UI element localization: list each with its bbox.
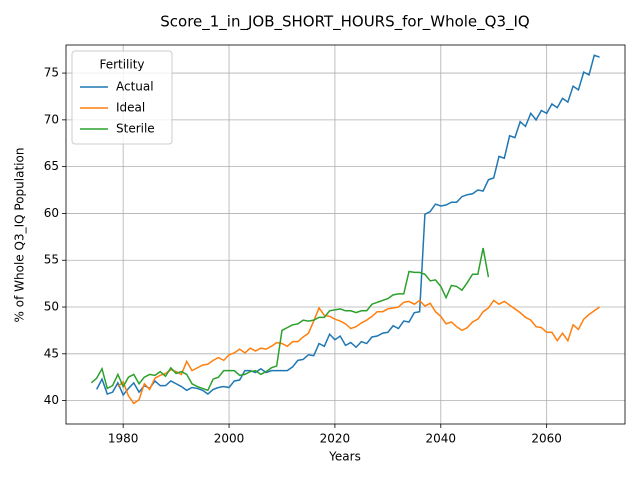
axes-frame — [65, 44, 626, 425]
line-series — [96, 54, 600, 397]
x-tick-label: 2060 — [531, 432, 562, 446]
line-series — [117, 299, 601, 405]
y-tick-label: 65 — [44, 159, 59, 173]
y-tick-label: 75 — [44, 66, 59, 80]
legend-label: Actual — [116, 80, 154, 94]
x-tick-label: 2000 — [214, 432, 245, 446]
y-tick-label: 50 — [44, 300, 59, 314]
y-tick-label: 45 — [44, 346, 59, 360]
y-tick-label: 40 — [44, 393, 59, 407]
y-tick-label: 70 — [44, 112, 59, 126]
y-tick-label: 55 — [44, 253, 59, 267]
chart-title: Score_1_in_JOB_SHORT_HOURS_for_Whole_Q3_… — [160, 13, 529, 32]
x-tick-label: 2040 — [426, 432, 457, 446]
legend-box — [71, 50, 173, 145]
y-tick-label: 60 — [44, 206, 59, 220]
x-tick-label: 1980 — [108, 432, 139, 446]
line-series — [90, 247, 490, 392]
x-axis-label: Years — [328, 450, 361, 464]
legend-title: Fertility — [99, 58, 144, 72]
y-axis-label: % of Whole Q3_IQ Population — [13, 148, 27, 323]
x-tick-label: 2020 — [320, 432, 351, 446]
legend-label: Sterile — [116, 122, 155, 136]
legend-label: Ideal — [116, 101, 145, 115]
